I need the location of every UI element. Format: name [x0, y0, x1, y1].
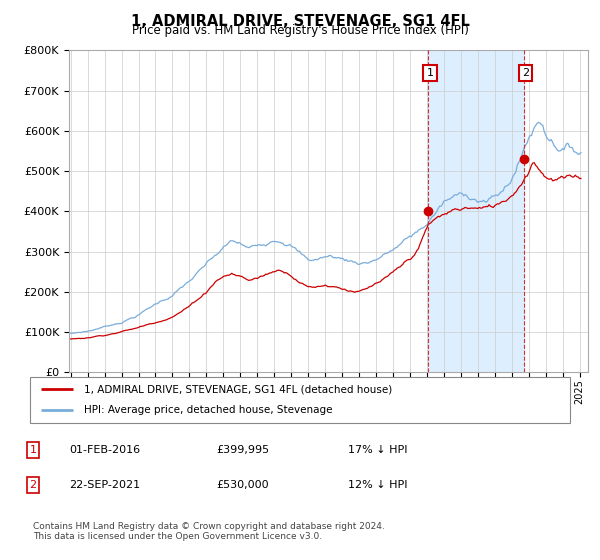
Text: 17% ↓ HPI: 17% ↓ HPI: [348, 445, 407, 455]
Text: 1, ADMIRAL DRIVE, STEVENAGE, SG1 4FL (detached house): 1, ADMIRAL DRIVE, STEVENAGE, SG1 4FL (de…: [84, 384, 392, 394]
Text: 1, ADMIRAL DRIVE, STEVENAGE, SG1 4FL: 1, ADMIRAL DRIVE, STEVENAGE, SG1 4FL: [131, 14, 469, 29]
Text: 1: 1: [29, 445, 37, 455]
Text: 1: 1: [427, 68, 433, 78]
Text: £399,995: £399,995: [216, 445, 269, 455]
Text: 01-FEB-2016: 01-FEB-2016: [69, 445, 140, 455]
Bar: [428, 50, 524, 372]
Text: HPI: Average price, detached house, Stevenage: HPI: Average price, detached house, Stev…: [84, 405, 332, 416]
Text: 2: 2: [522, 68, 529, 78]
Text: Contains HM Land Registry data © Crown copyright and database right 2024.
This d: Contains HM Land Registry data © Crown c…: [33, 522, 385, 542]
Text: Price paid vs. HM Land Registry's House Price Index (HPI): Price paid vs. HM Land Registry's House …: [131, 24, 469, 36]
Text: £530,000: £530,000: [216, 480, 269, 490]
Text: 22-SEP-2021: 22-SEP-2021: [69, 480, 140, 490]
Text: 2: 2: [29, 480, 37, 490]
Text: 12% ↓ HPI: 12% ↓ HPI: [348, 480, 407, 490]
